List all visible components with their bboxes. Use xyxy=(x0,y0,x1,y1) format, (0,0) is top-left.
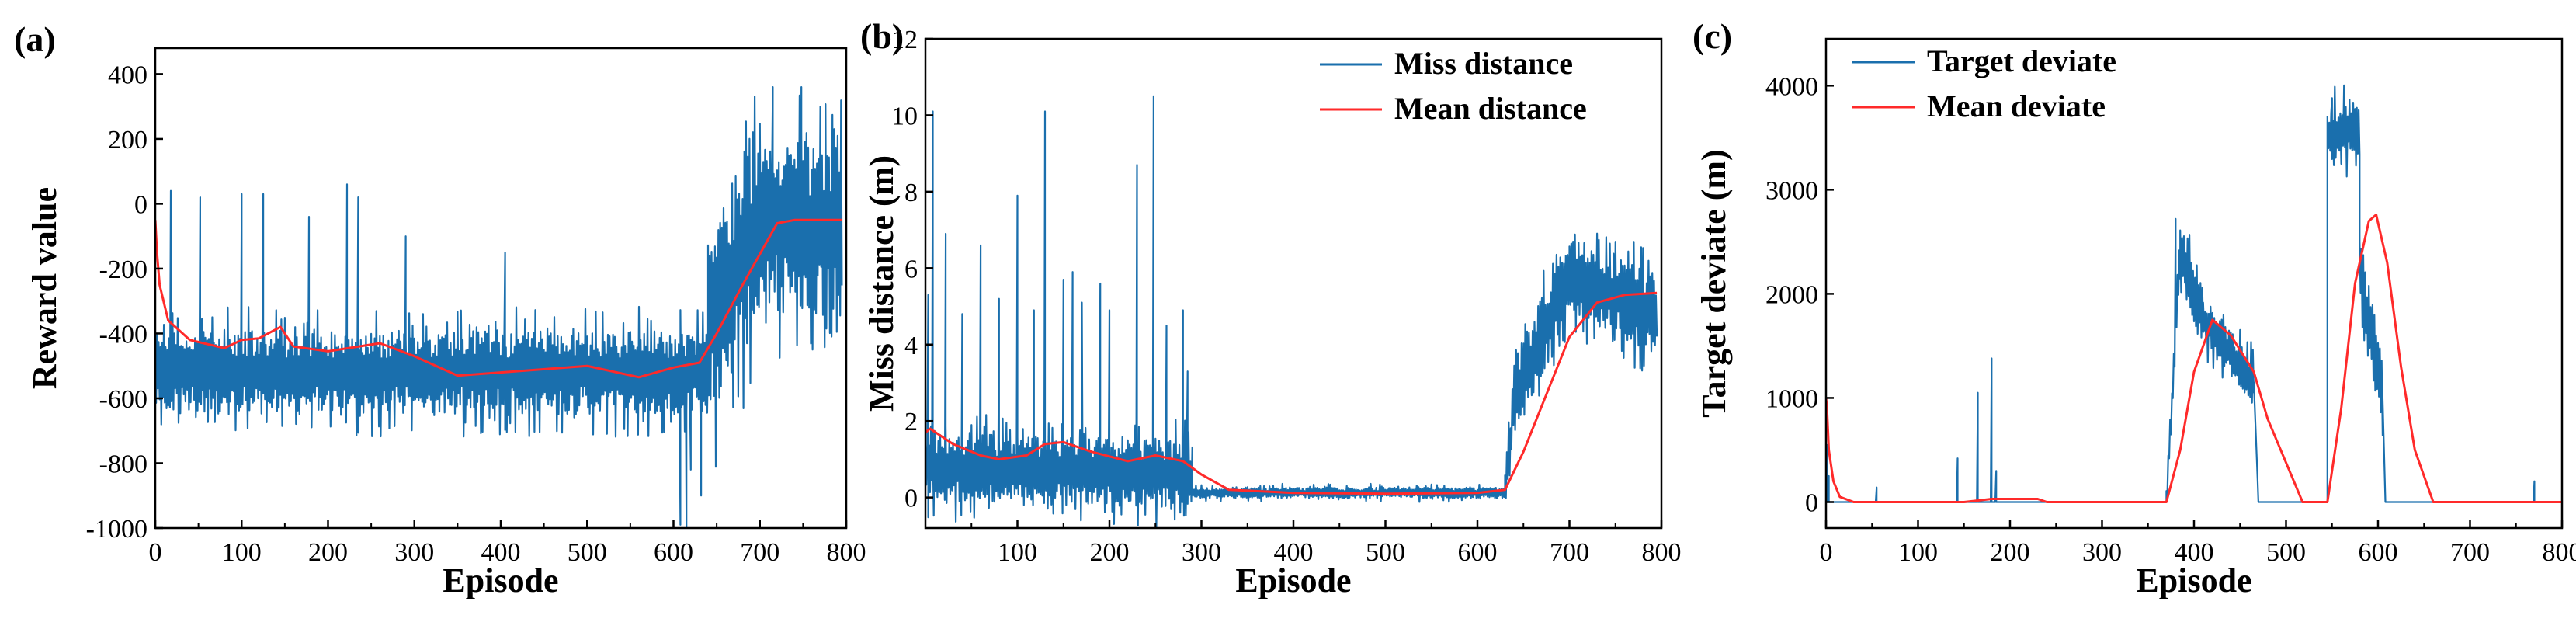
series-line-mean xyxy=(156,218,842,379)
x-tick-label: 500 xyxy=(1366,538,1405,567)
plot-area xyxy=(926,95,1658,527)
y-tick-label: 0 xyxy=(134,190,148,219)
plot-area xyxy=(156,86,843,527)
y-tick-label: 1000 xyxy=(1765,384,1818,413)
x-axis-title: Episode xyxy=(443,561,558,599)
plot-area xyxy=(1827,84,2561,503)
x-tick-label: 100 xyxy=(222,538,262,567)
y-tick-label: 2000 xyxy=(1765,280,1818,309)
x-axis-title: Episode xyxy=(1235,561,1351,599)
x-tick-label: 800 xyxy=(827,538,866,567)
y-tick-label: 3000 xyxy=(1765,176,1818,205)
x-tick-label: 700 xyxy=(740,538,779,567)
panel-label: (a) xyxy=(14,19,56,59)
y-tick-label: 0 xyxy=(1805,488,1818,517)
x-tick-label: 100 xyxy=(998,538,1037,567)
series-line-target-deviate xyxy=(1827,84,2561,503)
chart-panel-b: (b) 100 200 300 400 500 600 700 800 0 2 4 6 8 10 12 Epis… xyxy=(860,16,1682,599)
y-tick-label: -1000 xyxy=(86,515,148,544)
series-line-miss-distance xyxy=(926,95,1658,527)
x-tick-label: 400 xyxy=(481,538,521,567)
y-tick-label: 4 xyxy=(904,332,918,360)
x-tick-label: 800 xyxy=(2543,538,2576,567)
legend-label: Miss distance xyxy=(1394,46,1573,81)
y-tick-label: 10 xyxy=(891,102,918,130)
legend-label: Mean deviate xyxy=(1927,89,2106,123)
y-tick-label: -600 xyxy=(99,385,148,414)
series-line-reward xyxy=(156,86,843,527)
x-tick-label: 500 xyxy=(2266,538,2306,567)
x-tick-label: 800 xyxy=(1642,538,1682,567)
legend: Target deviate Mean deviate xyxy=(1852,43,2116,123)
y-tick-label: 200 xyxy=(108,126,148,155)
y-tick-label: -200 xyxy=(99,255,148,284)
x-tick-label: 600 xyxy=(654,538,693,567)
y-tick-label: 2 xyxy=(904,408,918,436)
x-tick-label: 200 xyxy=(1991,538,2030,567)
y-tick-label: 0 xyxy=(904,485,918,513)
x-tick-label: 600 xyxy=(2359,538,2398,567)
y-tick-label: -800 xyxy=(99,450,148,478)
x-tick-label: 0 xyxy=(149,538,162,567)
legend-label: Target deviate xyxy=(1927,43,2116,78)
y-tick-label: -400 xyxy=(99,320,148,349)
y-axis-title: Target deviate (m) xyxy=(1695,149,1733,417)
y-tick-label: 12 xyxy=(891,26,918,54)
series-line-mean-distance xyxy=(926,291,1658,495)
x-tick-label: 400 xyxy=(2175,538,2214,567)
x-tick-label: 700 xyxy=(1550,538,1589,567)
y-tick-label: 400 xyxy=(108,61,148,89)
x-tick-label: 0 xyxy=(1820,538,1833,567)
x-tick-label: 700 xyxy=(2450,538,2490,567)
chart-panel-c: (c) 0 100 200 300 400 500 600 700 800 0 1000 2000 300… xyxy=(1692,16,2576,599)
y-axis-title: Miss distance (m) xyxy=(863,155,901,412)
x-tick-label: 600 xyxy=(1458,538,1498,567)
chart-panel-a: (a) 0 100 200 300 400 500 600 700 800 -1000 -800 -60… xyxy=(14,19,866,599)
x-tick-label: 500 xyxy=(568,538,607,567)
legend: Miss distance Mean distance xyxy=(1320,46,1587,126)
panel-label: (b) xyxy=(860,16,904,56)
x-tick-label: 200 xyxy=(308,538,348,567)
y-tick-label: 4000 xyxy=(1765,72,1818,101)
x-tick-label: 400 xyxy=(1274,538,1314,567)
x-tick-label: 300 xyxy=(1182,538,1221,567)
y-tick-label: 8 xyxy=(904,179,918,207)
legend-label: Mean distance xyxy=(1394,91,1587,126)
y-axis-title: Reward value xyxy=(26,187,64,389)
x-tick-label: 300 xyxy=(2082,538,2122,567)
x-tick-label: 100 xyxy=(1898,538,1938,567)
x-tick-label: 200 xyxy=(1090,538,1130,567)
series-line-mean-deviate xyxy=(1827,214,2561,503)
panel-label: (c) xyxy=(1692,16,1732,56)
y-tick-label: 6 xyxy=(904,255,918,283)
x-tick-label: 300 xyxy=(394,538,434,567)
x-axis-title: Episode xyxy=(2136,561,2251,599)
